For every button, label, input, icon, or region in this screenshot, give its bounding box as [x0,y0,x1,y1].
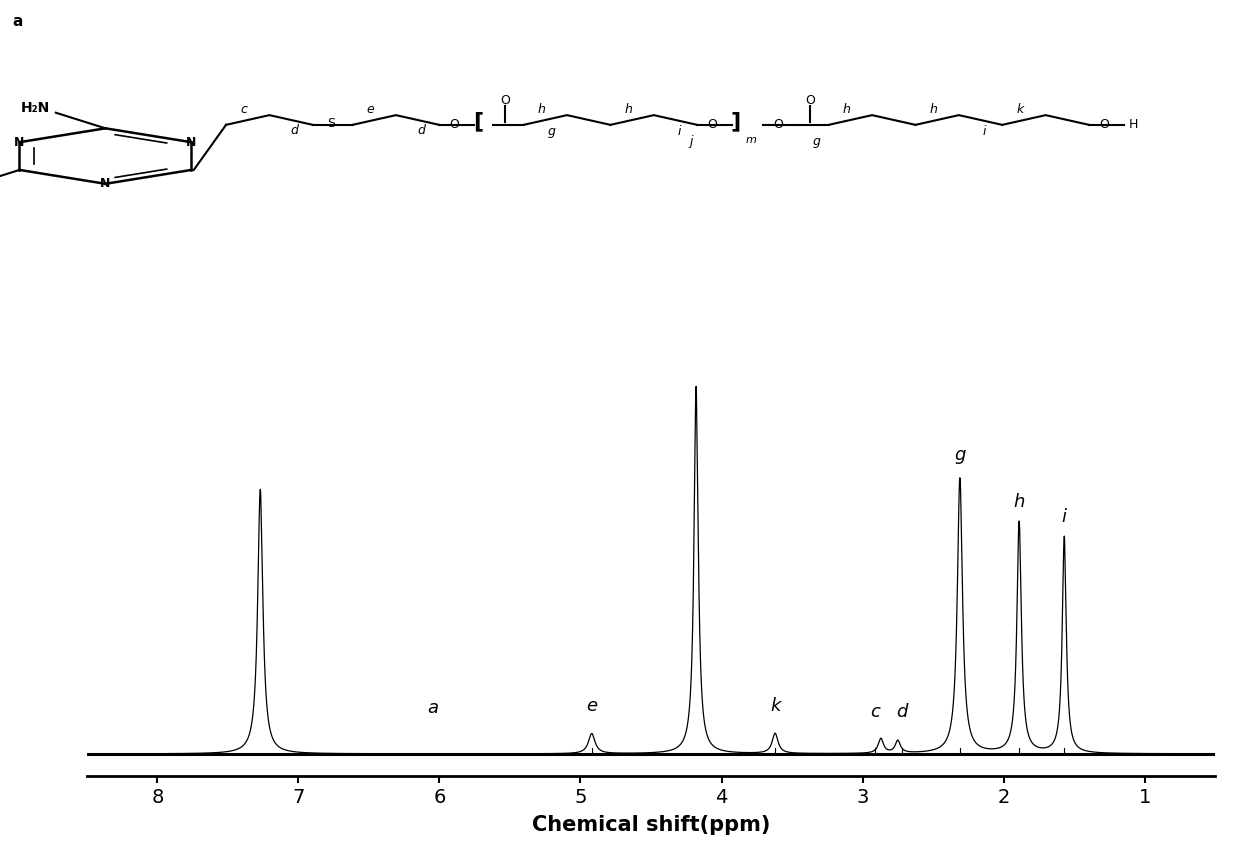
Text: h: h [843,103,851,116]
Text: N: N [100,178,110,190]
Text: g: g [812,134,820,147]
Text: H₂N: H₂N [20,101,50,114]
Text: e: e [367,103,374,116]
Text: i: i [677,125,681,138]
Text: h: h [930,103,937,116]
Text: a: a [427,699,438,717]
Text: O: O [707,119,717,131]
X-axis label: Chemical shift(ppm): Chemical shift(ppm) [532,815,770,835]
Text: k: k [770,697,780,715]
Text: g: g [548,125,556,138]
Text: i: i [1061,508,1066,526]
Text: N: N [15,136,25,148]
Text: c: c [870,703,880,720]
Text: N: N [186,136,196,148]
Text: O: O [449,119,459,131]
Text: d: d [418,124,425,137]
Text: h: h [538,103,546,116]
Text: h: h [625,103,632,116]
Text: d: d [897,703,908,720]
Text: H: H [1130,119,1138,131]
Text: O: O [500,95,510,107]
Text: c: c [241,103,248,116]
Text: ]: ] [730,111,740,132]
Text: O: O [773,119,782,131]
Text: i: i [982,125,986,138]
Text: h: h [1013,493,1024,512]
Text: e: e [587,697,598,715]
Text: O: O [805,95,815,107]
Text: O: O [1099,119,1109,131]
Text: [: [ [472,111,482,132]
Text: k: k [1017,103,1024,116]
Text: d: d [291,124,299,137]
Text: g: g [955,446,966,464]
Text: S: S [327,117,336,129]
Text: a: a [12,14,22,29]
Text: j: j [689,134,693,147]
Text: m: m [745,134,756,145]
